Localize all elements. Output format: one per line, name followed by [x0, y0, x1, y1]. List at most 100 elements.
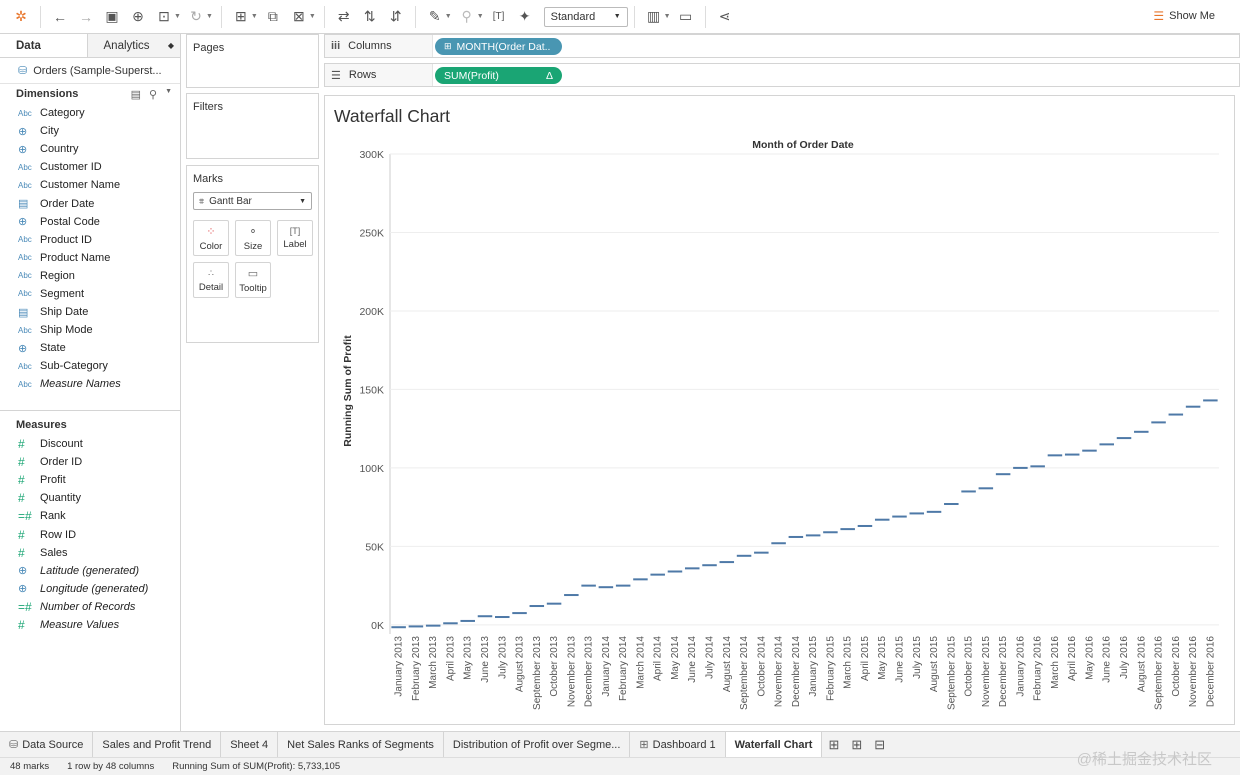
new-worksheet-icon[interactable]: ⊞ — [828, 736, 840, 752]
sheet-tab[interactable]: ⛁ Data Source — [0, 732, 94, 757]
search-icon[interactable]: ⚲ — [149, 88, 158, 101]
share-icon[interactable]: ⋖ — [718, 8, 731, 24]
gantt-bar[interactable] — [926, 510, 942, 513]
caret-icon[interactable]: ▼ — [444, 13, 452, 20]
field-item[interactable]: # Measure Values — [0, 616, 180, 634]
gantt-bar[interactable] — [391, 626, 406, 629]
show-cards-icon[interactable]: ▥ — [647, 8, 661, 24]
presentation-mode-icon[interactable]: ▭ — [678, 8, 693, 24]
label-button[interactable]: [T] Label — [277, 220, 313, 256]
caret-icon[interactable]: ▼ — [174, 13, 181, 20]
highlight-icon[interactable]: ✎ — [428, 8, 441, 24]
gantt-bar[interactable] — [1030, 465, 1045, 468]
sheet-tab[interactable]: Distribution of Profit over Segme... — [444, 732, 631, 757]
group-icon[interactable]: ⚲ — [461, 8, 472, 24]
filters-card[interactable]: Filters — [186, 93, 319, 159]
caret-icon[interactable]: ▼ — [250, 13, 258, 20]
tableau-logo-icon[interactable]: ✲ — [15, 8, 27, 24]
field-item[interactable]: ▤ Ship Date — [0, 303, 180, 321]
field-item[interactable]: =# Number of Records — [0, 598, 180, 616]
undo-icon[interactable]: ← — [53, 8, 67, 25]
tab-analytics[interactable]: Analytics ◆ — [87, 34, 180, 57]
sort-ascending-icon[interactable]: ⇅ — [363, 8, 376, 24]
field-item[interactable]: # Profit — [0, 471, 180, 489]
field-item[interactable]: =# Rank — [0, 507, 180, 525]
swap-icon[interactable]: ⇄ — [337, 8, 350, 24]
caret-icon[interactable]: ▼ — [205, 13, 213, 20]
save-icon[interactable]: ▣ — [105, 8, 119, 24]
gantt-bar[interactable] — [702, 564, 717, 567]
gantt-bar[interactable] — [788, 535, 804, 538]
fit-select[interactable]: Standard ▼ — [543, 6, 628, 27]
expand-icon[interactable]: ⊞ — [444, 41, 452, 51]
field-item[interactable]: # Quantity — [0, 489, 180, 507]
field-item[interactable]: Abc Category — [0, 104, 180, 122]
sheet-tab[interactable]: Net Sales Ranks of Segments — [278, 732, 444, 757]
rows-shelf[interactable]: ☰ Rows SUM(Profit) Δ — [324, 63, 1240, 87]
tab-data[interactable]: Data — [0, 34, 88, 57]
gantt-bar[interactable] — [961, 490, 976, 493]
label-icon[interactable]: [T] — [492, 11, 505, 22]
field-item[interactable]: # Discount — [0, 435, 180, 453]
columns-pill[interactable]: ⊞ MONTH(Order Dat.. — [435, 38, 562, 55]
gantt-bar[interactable] — [1151, 421, 1166, 424]
field-item[interactable]: Abc Measure Names — [0, 375, 180, 393]
gantt-bar[interactable] — [650, 573, 665, 576]
gantt-bar[interactable] — [684, 567, 700, 570]
caret-icon[interactable]: ▼ — [476, 13, 484, 20]
gantt-bar[interactable] — [564, 594, 579, 597]
new-dashboard-icon[interactable]: ⊞ — [851, 736, 863, 752]
gantt-bar[interactable] — [598, 586, 614, 589]
field-item[interactable]: Abc Product Name — [0, 249, 180, 267]
detail-button[interactable]: ∴ Detail — [193, 262, 229, 298]
gantt-bar[interactable] — [771, 542, 786, 545]
gantt-bar[interactable] — [995, 473, 1011, 476]
sheet-tab[interactable]: Sheet 4 — [221, 732, 279, 757]
gantt-bar[interactable] — [754, 551, 769, 554]
show-me-button[interactable]: ☰ Show Me — [1153, 9, 1215, 23]
sort-descending-icon[interactable]: ⇵ — [389, 8, 402, 24]
gantt-bar[interactable] — [512, 612, 527, 615]
gantt-bar[interactable] — [477, 615, 493, 618]
gantt-bar[interactable] — [408, 625, 424, 628]
caret-icon[interactable]: ▼ — [308, 13, 316, 20]
redo-icon[interactable]: → — [79, 8, 93, 25]
sheet-tab[interactable]: Waterfall Chart — [725, 732, 823, 757]
gantt-bar[interactable] — [460, 619, 475, 622]
gantt-bar[interactable] — [1168, 413, 1184, 416]
field-item[interactable]: Abc Product ID — [0, 231, 180, 249]
field-item[interactable]: Abc Ship Mode — [0, 321, 180, 339]
field-item[interactable]: # Order ID — [0, 453, 180, 471]
field-item[interactable]: Abc Customer ID — [0, 158, 180, 176]
gantt-bar[interactable] — [805, 534, 821, 537]
gantt-bar[interactable] — [978, 487, 994, 490]
columns-shelf[interactable]: iii Columns ⊞ MONTH(Order Dat.. — [324, 34, 1240, 58]
gantt-bar[interactable] — [1099, 443, 1114, 446]
view-toggle-icon[interactable]: ▤ — [130, 88, 141, 101]
gantt-bar[interactable] — [1013, 466, 1028, 469]
pause-updates-icon[interactable]: ⊡ — [158, 8, 170, 24]
gantt-bar[interactable] — [1185, 405, 1201, 408]
gantt-bar[interactable] — [1064, 453, 1080, 456]
pin-icon[interactable]: ✦ — [518, 8, 531, 24]
new-worksheet-icon[interactable]: ⊞ — [235, 8, 247, 24]
rows-pill[interactable]: SUM(Profit) Δ — [435, 67, 562, 84]
field-item[interactable]: Abc Sub-Category — [0, 357, 180, 375]
gantt-bar[interactable] — [633, 578, 648, 581]
duplicate-sheet-icon[interactable]: ⧉ — [267, 8, 278, 24]
field-item[interactable]: ⊕ City — [0, 122, 180, 140]
sheet-tab[interactable]: Sales and Profit Trend — [93, 732, 222, 757]
gantt-bar[interactable] — [615, 584, 631, 587]
gantt-bar[interactable] — [1047, 454, 1063, 457]
tooltip-button[interactable]: ▭ Tooltip — [235, 262, 271, 298]
field-item[interactable]: Abc Region — [0, 267, 180, 285]
clear-sheet-icon[interactable]: ⊠ — [292, 8, 305, 24]
field-item[interactable]: ⊕ State — [0, 339, 180, 357]
gantt-bar[interactable] — [857, 524, 873, 527]
gantt-bar[interactable] — [1203, 399, 1218, 402]
gantt-bar[interactable] — [909, 512, 925, 515]
gantt-bar[interactable] — [546, 602, 562, 605]
field-item[interactable]: Abc Segment — [0, 285, 180, 303]
gantt-bar[interactable] — [1082, 449, 1097, 452]
color-button[interactable]: ⁘ Color — [193, 220, 229, 256]
